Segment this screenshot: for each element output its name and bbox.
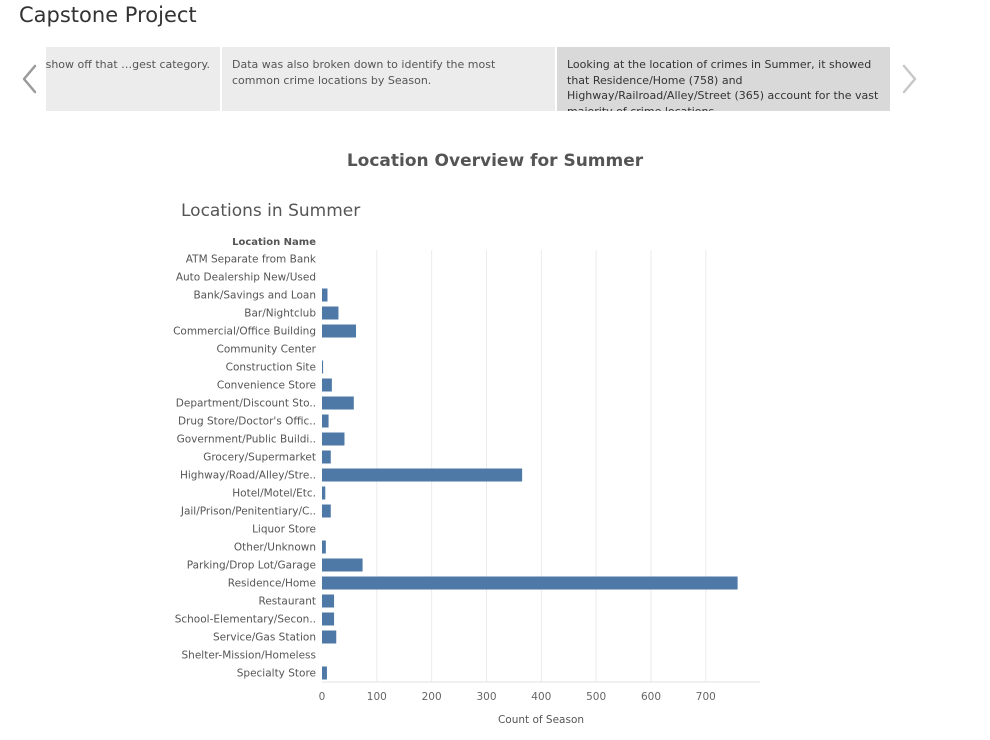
bar[interactable] xyxy=(322,288,328,302)
gridlines xyxy=(322,250,760,683)
bar[interactable] xyxy=(322,540,326,554)
category-label: Shelter-Mission/Homeless xyxy=(182,650,317,662)
category-label: Government/Public Buildi.. xyxy=(177,434,316,446)
category-label: Commercial/Office Building xyxy=(173,326,316,338)
x-tick-label: 0 xyxy=(319,691,326,703)
x-tick-label: 100 xyxy=(367,691,387,703)
x-tick-label: 600 xyxy=(641,691,661,703)
category-label: Bar/Nightclub xyxy=(244,308,316,320)
bar[interactable] xyxy=(322,396,354,410)
category-label: Residence/Home xyxy=(228,578,316,590)
bar[interactable] xyxy=(322,432,345,446)
x-tick-label: 400 xyxy=(531,691,551,703)
x-tick-labels: 0 100 200 300 400 500 600 700 xyxy=(319,691,716,703)
category-labels: ATM Separate from Bank Auto Dealership Ne… xyxy=(173,254,317,680)
bar[interactable] xyxy=(322,504,331,518)
category-label: Liquor Store xyxy=(252,524,316,536)
bar[interactable] xyxy=(322,576,738,590)
category-label: Specialty Store xyxy=(237,668,316,680)
story-point-1-text: …y just Summer to show off that …gest ca… xyxy=(46,58,210,71)
category-label: Construction Site xyxy=(226,362,316,374)
story-points-carousel: …y just Summer to show off that …gest ca… xyxy=(46,47,890,111)
category-label: Restaurant xyxy=(259,596,316,608)
x-tick-label: 300 xyxy=(476,691,496,703)
story-point-3-text: Looking at the location of crimes in Sum… xyxy=(567,58,879,111)
bar[interactable] xyxy=(322,414,329,428)
category-label: Department/Discount Sto.. xyxy=(176,398,316,410)
category-label: Community Center xyxy=(217,344,317,356)
bar[interactable] xyxy=(322,666,327,680)
category-header: Location Name xyxy=(232,237,316,248)
category-label: Highway/Road/Alley/Stre.. xyxy=(180,470,316,482)
bar[interactable] xyxy=(322,306,339,320)
bars xyxy=(322,288,738,680)
category-label: Other/Unknown xyxy=(234,542,316,554)
story-point-1[interactable]: …y just Summer to show off that …gest ca… xyxy=(46,47,220,111)
chevron-left-icon[interactable] xyxy=(18,62,42,96)
bar[interactable] xyxy=(322,486,326,500)
category-label: Drug Store/Doctor's Offic.. xyxy=(178,416,316,428)
bar[interactable] xyxy=(322,468,523,482)
x-axis-label: Count of Season xyxy=(498,714,584,726)
category-label: School-Elementary/Secon.. xyxy=(175,614,316,626)
story-title: Capstone Project xyxy=(19,3,197,27)
category-label: Jail/Prison/Penitentiary/C.. xyxy=(180,506,316,518)
chart-title: Locations in Summer xyxy=(181,201,361,221)
category-label: Grocery/Supermarket xyxy=(203,452,316,464)
x-tick-label: 500 xyxy=(586,691,606,703)
x-tick-label: 200 xyxy=(422,691,442,703)
category-label: Convenience Store xyxy=(217,380,316,392)
bar[interactable] xyxy=(322,324,356,338)
category-label: Service/Gas Station xyxy=(213,632,316,644)
category-label: Bank/Savings and Loan xyxy=(193,290,316,302)
category-label: Hotel/Motel/Etc. xyxy=(232,488,316,500)
bar[interactable] xyxy=(322,612,335,626)
category-label: ATM Separate from Bank xyxy=(186,254,317,266)
x-tick-label: 700 xyxy=(696,691,716,703)
bar[interactable] xyxy=(322,378,332,392)
story-point-2-text: Data was also broken down to identify th… xyxy=(232,58,496,87)
category-label: Parking/Drop Lot/Garage xyxy=(187,560,316,572)
chevron-right-icon[interactable] xyxy=(897,62,921,96)
bar[interactable] xyxy=(322,360,324,374)
story-point-2[interactable]: Data was also broken down to identify th… xyxy=(222,47,555,111)
category-label: Auto Dealership New/Used xyxy=(176,272,316,284)
dashboard-title: Location Overview for Summer xyxy=(346,151,644,171)
bar[interactable] xyxy=(322,558,363,572)
bar[interactable] xyxy=(322,594,335,608)
story-point-3-active[interactable]: Looking at the location of crimes in Sum… xyxy=(557,47,890,111)
bar[interactable] xyxy=(322,630,337,644)
bar[interactable] xyxy=(322,450,331,464)
